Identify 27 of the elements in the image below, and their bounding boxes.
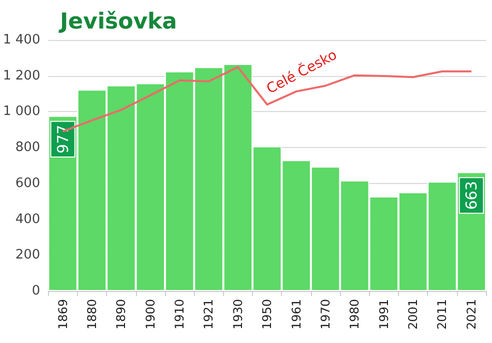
y-tick-label: 1 400 <box>3 32 40 48</box>
y-tick-label: 1 000 <box>3 104 40 120</box>
x-tick-label: 1930 <box>230 299 245 330</box>
x-tick-label: 2011 <box>435 299 450 330</box>
y-tick-label: 800 <box>15 140 40 156</box>
x-tick-label: 1921 <box>202 299 216 330</box>
x-tick-label: 2021 <box>464 299 478 330</box>
y-tick-label: 0 <box>32 284 40 298</box>
y-tick-label: 600 <box>15 176 40 191</box>
x-tick-label: 1890 <box>114 299 128 330</box>
chart-title: Jevišovka <box>58 10 178 34</box>
x-tick-label: 2001 <box>406 299 420 330</box>
x-tick-label: 1869 <box>56 299 70 330</box>
data-label: 977 <box>54 124 72 154</box>
x-tick-label: 1900 <box>143 299 158 330</box>
x-tick-label: 1910 <box>172 299 187 330</box>
x-tick-label: 1950 <box>260 299 274 330</box>
x-tick-label: 1961 <box>289 299 304 330</box>
y-tick-label: 400 <box>15 212 40 227</box>
x-tick-label: 1991 <box>376 299 391 330</box>
y-tick-label: 1 200 <box>3 68 40 84</box>
x-tick-label: 1880 <box>84 299 99 330</box>
text: Celé Česko <box>264 46 340 98</box>
x-tick-label: 1980 <box>348 299 362 330</box>
data-label: 663 <box>462 181 480 210</box>
y-tick-label: 200 <box>15 248 40 263</box>
x-tick-label: 1970 <box>318 299 332 330</box>
